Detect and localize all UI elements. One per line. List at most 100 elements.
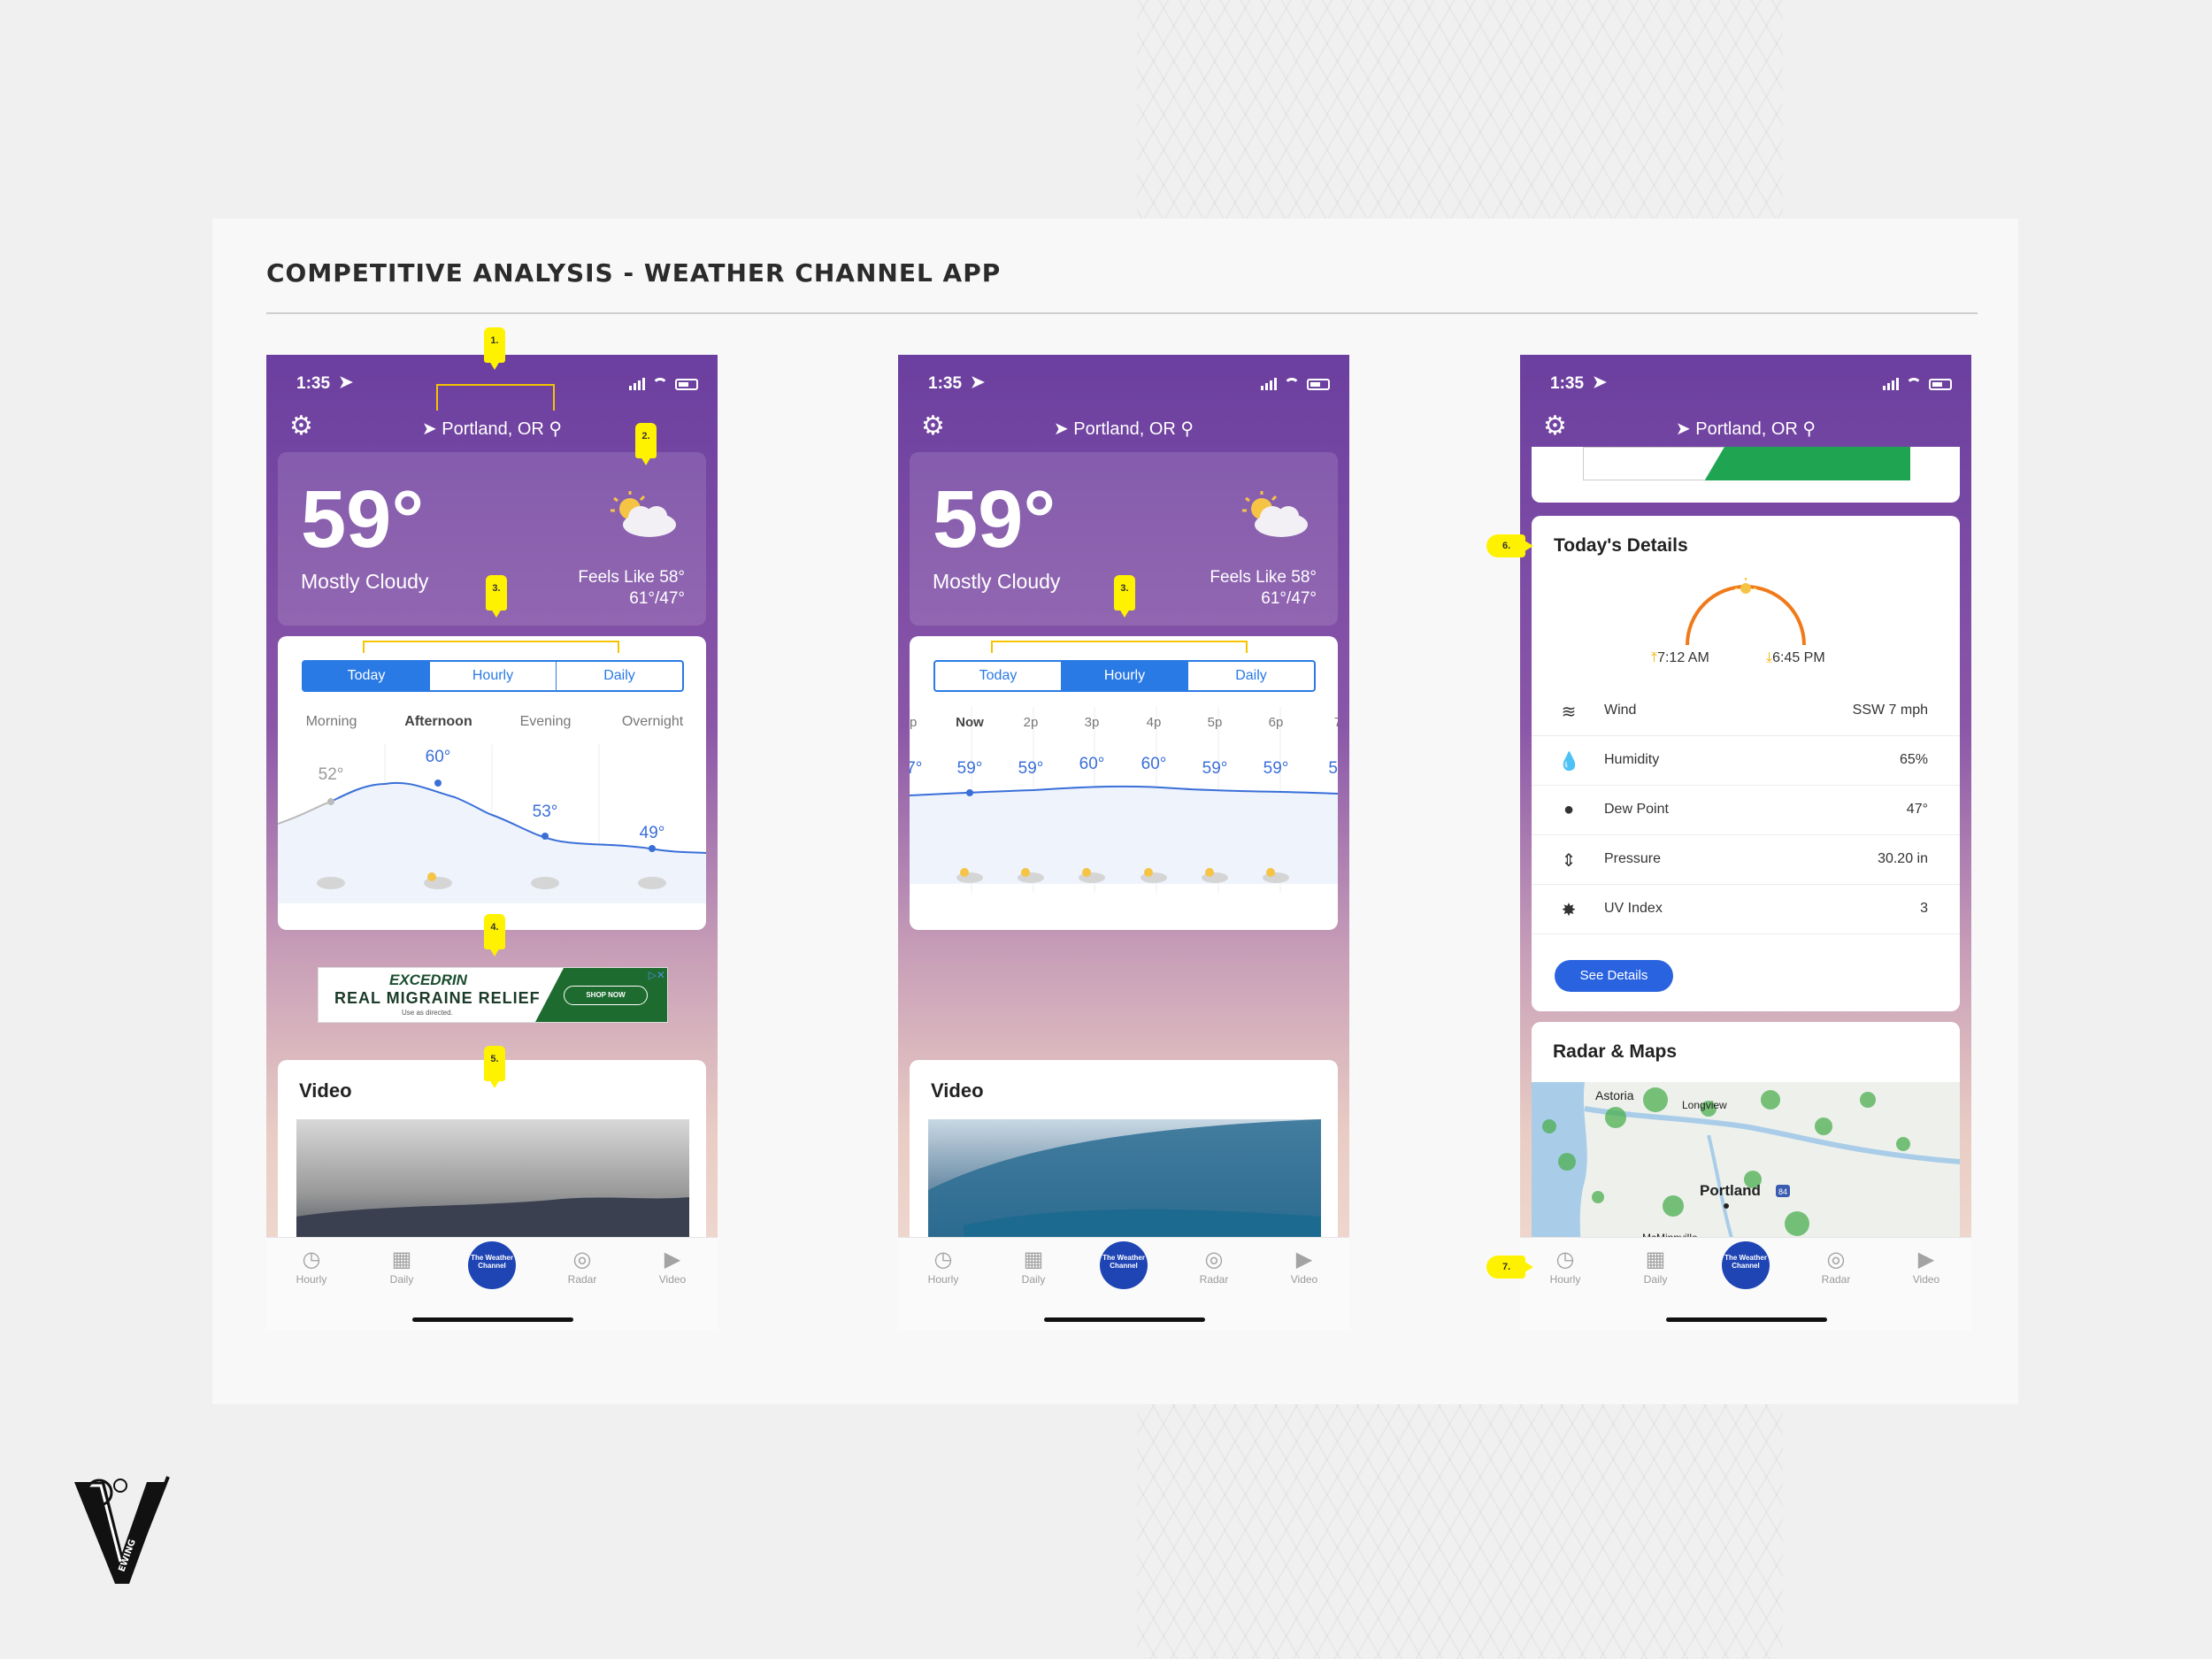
tab-video[interactable]: ▶ Video [641, 1247, 703, 1289]
uv-index-icon: ✸ [1561, 901, 1577, 920]
top-bar: ⚙ ➤ Portland, OR ⚲ [1520, 410, 1971, 445]
period-evening: Evening [519, 714, 572, 729]
location-label: Portland, OR [442, 419, 544, 439]
temp-morning: 52° [319, 765, 344, 784]
excedrin-ad-banner[interactable]: EXCEDRIN REAL MIGRAINE RELIEF Use as dir… [318, 967, 668, 1023]
status-time: 1:35 [928, 374, 963, 393]
marker-4: 4. [484, 914, 505, 956]
calendar-icon: ▦ [1645, 1248, 1666, 1271]
marker-1-bracket [436, 384, 555, 411]
pressure-icon: ⇕ [1561, 851, 1577, 871]
segment-today[interactable]: Today [303, 662, 430, 690]
tab-radar[interactable]: ◎ Radar [1805, 1247, 1867, 1289]
location-search[interactable]: ➤ Portland, OR ⚲ [421, 419, 563, 439]
hour-temp: 59° [1263, 759, 1289, 778]
tab-video[interactable]: ▶ Video [1273, 1247, 1335, 1289]
ad-close-icon[interactable]: ▷✕ [648, 969, 665, 981]
interstate-label: 84 [1778, 1187, 1787, 1196]
title-divider [266, 312, 1978, 314]
top-bar: ⚙ ➤ Portland, OR ⚲ [266, 410, 718, 445]
tab-hourly[interactable]: ◷ Hourly [912, 1247, 974, 1289]
hour-temp: 59° [957, 759, 983, 778]
tab-hourly[interactable]: ◷ Hourly [280, 1247, 342, 1289]
period-weather-icons [317, 872, 666, 889]
forecast-card: Today Hourly Daily 1p Now 2p 3p 4p 5p 6p… [910, 636, 1338, 930]
detail-row-uv-index: ✸ UV Index 3 [1532, 885, 1960, 934]
sunset-icon: ⤓ [1766, 650, 1773, 665]
detail-row-wind: ≋ Wind SSW 7 mph [1532, 687, 1960, 736]
cloud-icon [317, 877, 345, 889]
period-overnight: Overnight [621, 714, 684, 729]
location-arrow-icon: ➤ [971, 373, 985, 392]
marker-6: 6. [1486, 534, 1533, 557]
see-details-button[interactable]: See Details [1555, 960, 1673, 992]
battery-icon [1929, 378, 1952, 390]
video-thumbnail[interactable] [296, 1119, 689, 1252]
segment-daily[interactable]: Daily [1235, 668, 1267, 683]
segment-today[interactable]: Today [935, 662, 1062, 690]
current-temp: 59° [301, 474, 425, 565]
signal-icon [1261, 378, 1277, 390]
ad-shop-now-button[interactable]: SHOP NOW [564, 986, 648, 1005]
segment-hourly[interactable]: Hourly [1062, 662, 1188, 690]
hour-label: 7 [1334, 715, 1338, 730]
segment-hourly[interactable]: Hourly [430, 662, 557, 690]
sun-icon [1740, 583, 1751, 594]
detail-row-pressure: ⇕ Pressure 30.20 in [1532, 835, 1960, 885]
detail-row-dew-point: ● Dew Point 47° [1532, 786, 1960, 835]
location-arrow-icon: ➤ [1593, 373, 1607, 392]
marker-3: 3. [486, 575, 507, 618]
video-section-title: Video [931, 1079, 984, 1102]
hi-lo: 61°/47° [1261, 589, 1317, 608]
search-icon: ⚲ [549, 419, 563, 439]
location-search[interactable]: ➤ Portland, OR ⚲ [1675, 419, 1816, 439]
video-thumbnail[interactable] [928, 1119, 1321, 1252]
segment-daily[interactable]: Daily [603, 668, 635, 683]
hour-label: 3p [1085, 715, 1100, 730]
battery-icon [675, 378, 698, 390]
partly-cloudy-icon [1242, 491, 1308, 537]
settings-gear-icon[interactable]: ⚙ [1543, 411, 1567, 441]
tab-home[interactable]: The Weather Channel [1093, 1241, 1155, 1289]
clock-icon: ◷ [1555, 1248, 1575, 1271]
tab-daily[interactable]: ▦ Daily [371, 1247, 433, 1289]
tab-home[interactable]: The Weather Channel [1715, 1241, 1777, 1289]
play-icon: ▶ [1917, 1248, 1935, 1271]
hour-label: 2p [1024, 715, 1039, 730]
location-search[interactable]: ➤ Portland, OR ⚲ [1053, 419, 1194, 439]
hour-label: 5p [1208, 715, 1223, 730]
settings-gear-icon[interactable]: ⚙ [921, 411, 945, 441]
settings-gear-icon[interactable]: ⚙ [289, 411, 313, 441]
radar-icon: ◎ [1826, 1248, 1846, 1271]
point-evening [541, 833, 549, 840]
ad-subtext: Use as directed. [402, 1009, 453, 1017]
location-label: Portland, OR [1695, 419, 1798, 439]
forecast-segmented-control: Today Hourly Daily [302, 660, 684, 692]
hour-temp: 59° [1018, 759, 1044, 778]
phone-hourly-view: 1:35 ➤ ⚙ ➤ Portland, OR ⚲ 59° Mostly Clo… [898, 355, 1349, 1331]
night-cloud-icon [531, 877, 559, 889]
tab-daily[interactable]: ▦ Daily [1002, 1247, 1064, 1289]
dew-point-icon: ● [1563, 800, 1575, 819]
tab-hourly[interactable]: ◷ Hourly [1534, 1247, 1596, 1289]
details-title: Today's Details [1554, 535, 1688, 556]
tab-video[interactable]: ▶ Video [1895, 1247, 1957, 1289]
calendar-icon: ▦ [1023, 1248, 1044, 1271]
page-title: COMPETITIVE ANALYSIS - WEATHER CHANNEL A… [266, 258, 1002, 288]
tab-radar[interactable]: ◎ Radar [551, 1247, 613, 1289]
hour-label-now: Now [956, 715, 984, 730]
tab-home[interactable]: The Weather Channel [461, 1241, 523, 1289]
wifi-icon [1284, 378, 1300, 390]
radar-title: Radar & Maps [1553, 1041, 1678, 1062]
tab-daily[interactable]: ▦ Daily [1624, 1247, 1686, 1289]
weather-channel-logo: The Weather Channel [1100, 1241, 1148, 1289]
current-conditions-card: 59° Mostly Cloudy Feels Like 58° 61°/47° [278, 452, 706, 626]
calendar-icon: ▦ [391, 1248, 412, 1271]
forecast-segmented-control: Today Hourly Daily [933, 660, 1316, 692]
location-arrow-icon: ➤ [339, 373, 353, 392]
temp-evening: 53° [533, 803, 558, 821]
ad-brand: EXCEDRIN [389, 972, 467, 988]
tab-radar[interactable]: ◎ Radar [1183, 1247, 1245, 1289]
signal-icon [629, 378, 645, 390]
feels-like: Feels Like 58° [578, 568, 685, 587]
